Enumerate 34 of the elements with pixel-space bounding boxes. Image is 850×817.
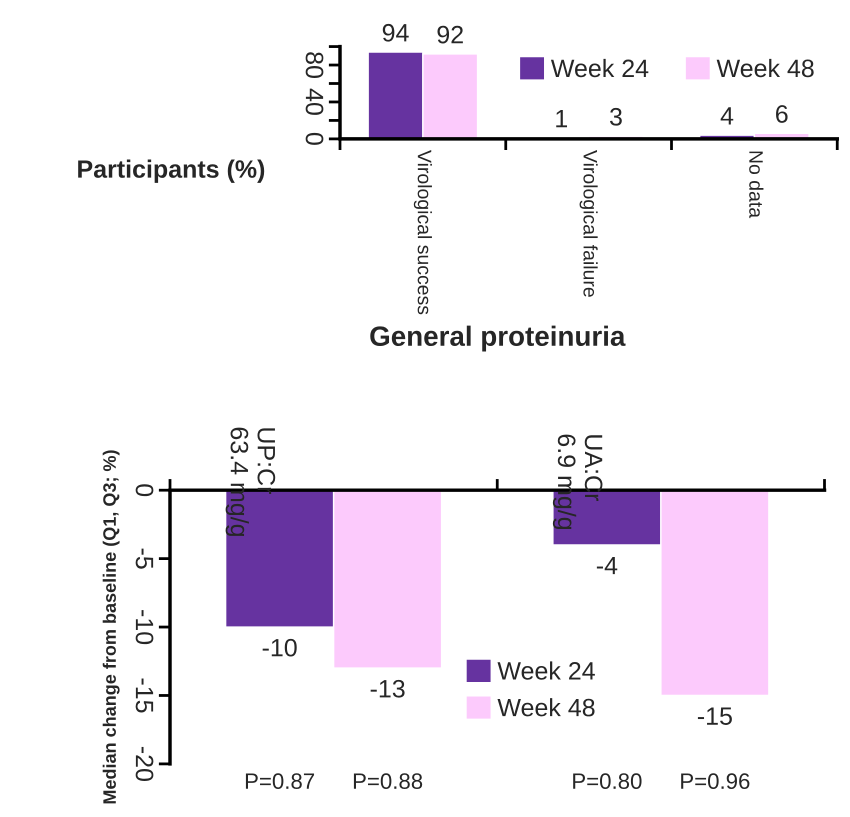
data-label: -13	[370, 680, 405, 698]
y-axis-title: Median change from baseline (Q1, Q3; %)	[102, 450, 120, 804]
text: P=0.96	[681, 773, 750, 790]
data-label: -10	[262, 638, 297, 657]
legend-label: Week 48	[498, 698, 595, 716]
data-label: 1	[556, 110, 568, 128]
x-tick-label: No data	[749, 152, 764, 218]
y-axis-title: Participants (%)	[78, 160, 264, 183]
data-label: 3	[610, 108, 622, 126]
text: P=0.80	[573, 773, 642, 790]
data-label: 94	[382, 24, 409, 42]
x-tick-label: UP:Cr 63.4 mg/g	[226, 428, 276, 536]
data-label: 4	[720, 107, 734, 124]
y-tick-label: 0	[306, 132, 324, 145]
y-tick-label: 0	[136, 484, 154, 496]
text: P=0.87	[246, 773, 314, 790]
data-label: 92	[437, 26, 463, 44]
y-tick-label: -15	[136, 678, 154, 712]
y-tick-label: -10	[136, 610, 154, 644]
x-tick-label: Virological success	[414, 150, 432, 314]
chart-title: General proteinuria	[370, 326, 626, 352]
text: P=0.88	[354, 773, 422, 790]
legend-label: Week 48	[716, 58, 814, 78]
data-label: -4	[596, 556, 618, 574]
legend-label: Week 24	[550, 58, 648, 78]
y-tick-label: 40	[306, 88, 324, 115]
data-label: -15	[698, 708, 732, 725]
legend-label: Week 24	[498, 661, 595, 680]
y-tick-label: -5	[136, 548, 154, 569]
x-tick-label: UA:Cr 6.9 mg/g	[552, 434, 602, 530]
data-label: 6	[776, 105, 788, 123]
y-tick-label: 80	[306, 52, 324, 78]
x-tick-label: Virological failure	[580, 150, 598, 297]
y-tick-label: -20	[136, 746, 154, 781]
